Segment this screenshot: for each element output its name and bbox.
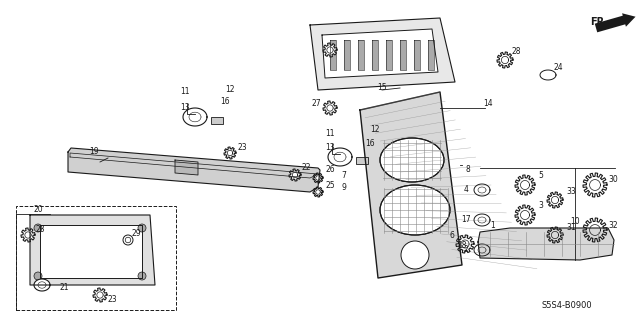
Polygon shape bbox=[313, 173, 323, 183]
Bar bbox=[211, 116, 223, 123]
Text: 20: 20 bbox=[33, 205, 43, 214]
Polygon shape bbox=[30, 215, 155, 285]
Polygon shape bbox=[328, 148, 352, 166]
Text: 11: 11 bbox=[325, 129, 335, 137]
Polygon shape bbox=[322, 29, 438, 78]
Text: 30: 30 bbox=[608, 175, 618, 184]
Polygon shape bbox=[40, 225, 142, 278]
Bar bbox=[16, 206, 176, 310]
Polygon shape bbox=[515, 175, 535, 195]
Text: 26: 26 bbox=[325, 166, 335, 174]
Polygon shape bbox=[344, 40, 350, 70]
Text: 1: 1 bbox=[491, 220, 495, 229]
Text: 15: 15 bbox=[377, 84, 387, 93]
Text: 29: 29 bbox=[131, 229, 141, 239]
Text: 16: 16 bbox=[220, 98, 230, 107]
Text: 13: 13 bbox=[180, 102, 190, 112]
Polygon shape bbox=[323, 101, 337, 115]
Polygon shape bbox=[478, 228, 614, 260]
Polygon shape bbox=[400, 40, 406, 70]
Polygon shape bbox=[497, 52, 513, 68]
Polygon shape bbox=[547, 192, 563, 208]
Circle shape bbox=[34, 272, 42, 280]
Polygon shape bbox=[310, 18, 455, 90]
Polygon shape bbox=[540, 70, 556, 80]
Polygon shape bbox=[414, 40, 420, 70]
Circle shape bbox=[138, 272, 146, 280]
FancyArrow shape bbox=[595, 13, 636, 32]
Text: 11: 11 bbox=[180, 87, 189, 97]
Bar bbox=[356, 157, 368, 164]
Polygon shape bbox=[21, 228, 35, 242]
Text: 14: 14 bbox=[483, 99, 493, 108]
Circle shape bbox=[123, 235, 133, 245]
Text: 2: 2 bbox=[463, 246, 468, 255]
Polygon shape bbox=[456, 235, 474, 253]
Text: 17: 17 bbox=[461, 216, 471, 225]
Polygon shape bbox=[289, 169, 301, 181]
Text: 33: 33 bbox=[566, 188, 576, 197]
Text: 12: 12 bbox=[225, 85, 235, 94]
Ellipse shape bbox=[380, 138, 444, 182]
Text: 28: 28 bbox=[511, 48, 521, 56]
Polygon shape bbox=[68, 148, 320, 192]
Text: 12: 12 bbox=[371, 125, 380, 135]
Text: S5S4-B0900: S5S4-B0900 bbox=[541, 300, 592, 309]
Polygon shape bbox=[428, 40, 434, 70]
Polygon shape bbox=[358, 40, 364, 70]
Polygon shape bbox=[183, 108, 207, 126]
Text: 23: 23 bbox=[35, 226, 45, 234]
Polygon shape bbox=[515, 205, 535, 225]
Text: 16: 16 bbox=[365, 138, 375, 147]
Polygon shape bbox=[547, 227, 563, 243]
Text: 4: 4 bbox=[463, 186, 468, 195]
Polygon shape bbox=[313, 187, 323, 197]
Polygon shape bbox=[474, 184, 490, 196]
Text: 13: 13 bbox=[325, 143, 335, 152]
Text: 3: 3 bbox=[539, 201, 543, 210]
Polygon shape bbox=[323, 43, 337, 57]
Text: 19: 19 bbox=[89, 147, 99, 157]
Text: 25: 25 bbox=[325, 182, 335, 190]
Text: 21: 21 bbox=[60, 284, 68, 293]
Text: 32: 32 bbox=[608, 220, 618, 229]
Text: 6: 6 bbox=[449, 231, 454, 240]
Polygon shape bbox=[474, 244, 490, 256]
Circle shape bbox=[34, 224, 42, 232]
Polygon shape bbox=[583, 173, 607, 197]
Text: 9: 9 bbox=[342, 183, 346, 192]
Text: FR.: FR. bbox=[590, 17, 608, 27]
Ellipse shape bbox=[380, 185, 450, 235]
Circle shape bbox=[138, 224, 146, 232]
Circle shape bbox=[401, 241, 429, 269]
Text: 23: 23 bbox=[237, 143, 247, 152]
Text: 18: 18 bbox=[457, 241, 467, 249]
Polygon shape bbox=[360, 92, 462, 278]
Text: 10: 10 bbox=[570, 218, 580, 226]
Text: 5: 5 bbox=[539, 170, 543, 180]
Polygon shape bbox=[224, 147, 236, 159]
Text: 31: 31 bbox=[566, 222, 576, 232]
Text: 7: 7 bbox=[342, 170, 346, 180]
Text: 8: 8 bbox=[466, 166, 470, 174]
Text: 27: 27 bbox=[311, 99, 321, 108]
Polygon shape bbox=[474, 214, 490, 226]
Polygon shape bbox=[93, 288, 107, 302]
Polygon shape bbox=[386, 40, 392, 70]
Text: 22: 22 bbox=[301, 162, 311, 172]
Polygon shape bbox=[583, 218, 607, 242]
Text: 23: 23 bbox=[107, 295, 117, 305]
Polygon shape bbox=[372, 40, 378, 70]
Text: 24: 24 bbox=[553, 63, 563, 72]
Polygon shape bbox=[175, 160, 198, 175]
Polygon shape bbox=[34, 279, 50, 291]
Polygon shape bbox=[330, 40, 336, 70]
